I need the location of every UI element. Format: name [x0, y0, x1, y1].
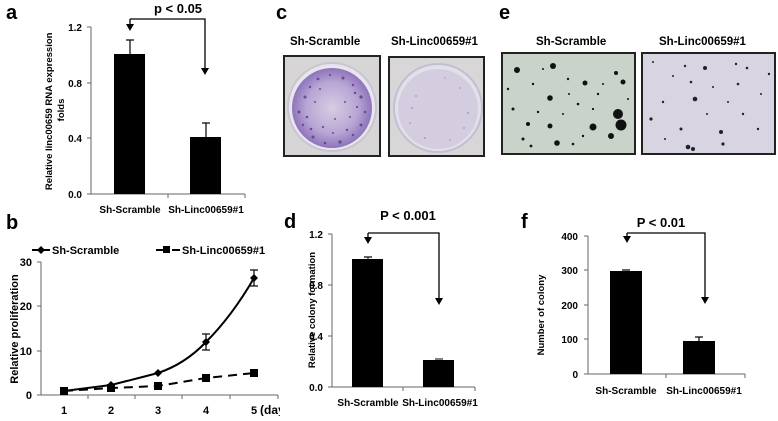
significance-bracket [627, 232, 706, 297]
arrow-down-icon [364, 237, 372, 244]
xtick: 2 [108, 405, 114, 416]
y-axis-label-f: Number of colony [536, 274, 547, 355]
significance-label-a: p < 0.05 [154, 1, 202, 16]
ytick: 1.2 [68, 23, 82, 34]
legend-sh-linc00659: Sh-Linc00659#1 [182, 245, 265, 257]
legend-marker-square [163, 246, 170, 253]
bar-sh-linc00659 [423, 360, 454, 387]
image-label-c-linc00659: Sh-Linc00659#1 [391, 36, 478, 48]
image-label-e-linc00659: Sh-Linc00659#1 [659, 36, 746, 48]
significance-label-d: P < 0.001 [380, 208, 436, 223]
ytick: 1.2 [309, 230, 323, 241]
line-sh-scramble [63, 277, 255, 392]
chart-a-svg: p < 0.05 0.0 0.4 0.8 1.2 Sh-Scramble [44, 1, 246, 216]
xtick-sh-linc00659: Sh-Linc00659#1 [402, 398, 478, 409]
chart-f-svg: P < 0.01 0 100 200 300 400 Sh-Scramble S… [536, 215, 746, 397]
xtick: 4 [203, 405, 210, 416]
ytick: 0.8 [309, 281, 323, 292]
arrow-down-icon [701, 297, 709, 304]
xtick-sh-scramble: Sh-Scramble [595, 386, 657, 397]
image-label-e-scramble: Sh-Scramble [536, 36, 607, 48]
legend-marker-diamond [37, 246, 45, 254]
ytick: 400 [561, 232, 578, 243]
colony-plate-sh-scramble [283, 55, 381, 157]
significance-bracket [130, 18, 206, 68]
y-axis-label-a-line1: Relative linc00659 RNA expression folds [44, 30, 67, 190]
arrow-down-icon [201, 68, 209, 75]
xtick-sh-scramble: Sh-Scramble [99, 205, 161, 215]
ytick: 0 [572, 370, 578, 381]
panel-letter-a: a [6, 2, 18, 24]
y-axis-label-b: Relative proliferation [9, 274, 21, 384]
xtick-sh-scramble: Sh-Scramble [337, 398, 399, 409]
y-axis-label-d: Relative colony formation [307, 252, 318, 368]
bar-sh-scramble [610, 271, 642, 374]
ytick: 200 [561, 301, 578, 312]
ytick: 20 [20, 301, 32, 313]
soft-agar-image-sh-linc00659 [641, 52, 776, 155]
panel-letter-b: b [6, 212, 19, 234]
ytick: 0.0 [68, 190, 82, 201]
chart-f: P < 0.01 0 100 200 300 400 Sh-Scramble S… [520, 200, 778, 416]
soft-agar-image-sh-scramble [501, 52, 636, 155]
ytick: 100 [561, 335, 578, 346]
ytick: 30 [20, 257, 32, 269]
ytick: 0 [26, 390, 32, 402]
xtick: 1 [61, 405, 67, 416]
panel-letter-d: d [284, 211, 297, 233]
significance-label-f: P < 0.01 [637, 215, 686, 230]
xtick-sh-linc00659: Sh-Linc00659#1 [666, 386, 742, 397]
arrow-down-icon [126, 24, 134, 31]
image-label-c-scramble: Sh-Scramble [290, 36, 361, 48]
ytick: 0.8 [68, 79, 82, 90]
panel-letter-f: f [521, 211, 528, 233]
chart-d: P < 0.001 0.0 0.4 0.8 1.2 Sh-Scramble Sh… [280, 200, 520, 416]
ytick: 300 [561, 266, 578, 277]
xtick-sh-linc00659: Sh-Linc00659#1 [168, 205, 244, 215]
ytick: 10 [20, 346, 32, 358]
chart-b: Sh-Scramble Sh-Linc00659#1 0 10 20 30 1 … [0, 230, 295, 417]
markers-sh-scramble [60, 274, 258, 395]
panel-letter-c: c [276, 2, 288, 24]
arrow-down-icon [623, 236, 631, 243]
legend-sh-scramble: Sh-Scramble [52, 245, 119, 257]
chart-a: p < 0.05 0.0 0.4 0.8 1.2 Sh-Scramble [0, 0, 270, 216]
bar-sh-linc00659 [683, 341, 715, 374]
bar-sh-scramble [352, 259, 383, 387]
x-axis-unit: (days) [260, 403, 280, 416]
ytick: 0.4 [309, 332, 323, 343]
chart-d-svg: P < 0.001 0.0 0.4 0.8 1.2 Sh-Scramble Sh… [307, 208, 478, 409]
ytick: 0.0 [309, 383, 323, 394]
arrow-down-icon [435, 298, 443, 305]
chart-b-svg: Sh-Scramble Sh-Linc00659#1 0 10 20 30 1 … [9, 245, 295, 417]
significance-bracket [368, 232, 440, 298]
error-bars-b [202, 269, 258, 351]
bar-sh-scramble [114, 54, 145, 194]
xtick: 3 [155, 405, 161, 416]
colony-plate-sh-linc00659 [388, 56, 485, 157]
xtick: 5 [251, 405, 257, 416]
panel-letter-e: e [499, 2, 511, 24]
ytick: 0.4 [68, 134, 82, 145]
bar-sh-linc00659 [190, 137, 221, 194]
